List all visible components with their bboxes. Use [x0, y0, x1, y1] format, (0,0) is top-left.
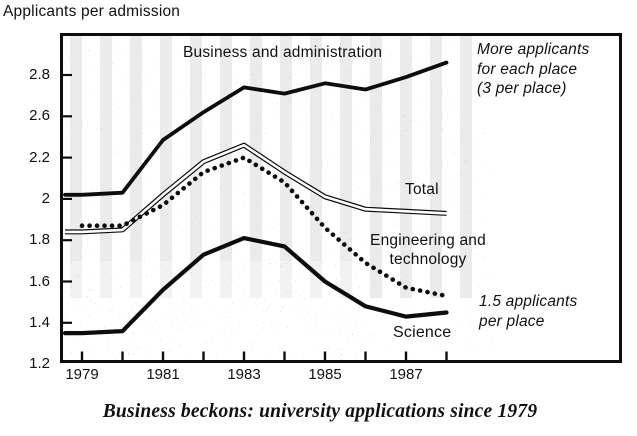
line-total-inner: [65, 143, 447, 234]
x-axis-label: 1985: [308, 366, 342, 383]
foliage-texture: [63, 261, 363, 360]
y-axis-label: 2.6: [29, 107, 50, 125]
y-axis-label: 2: [41, 189, 50, 207]
x-axis-label: 1983: [227, 366, 261, 383]
annotation-more-applicants-line1: More applicants: [477, 41, 590, 58]
series-label-science: Science: [393, 324, 452, 341]
series-label-engineering: Engineering and technology: [348, 231, 508, 269]
annotation-1-5-per-place-line2: per place: [479, 312, 545, 330]
line-business-and-administration: [63, 60, 449, 197]
y-axis-label: 1.8: [29, 231, 50, 249]
annotation-more-applicants: More applicants for each place (3 per pl…: [477, 40, 589, 99]
y-axis-label: 2.2: [29, 148, 50, 166]
plot-area: Business and administration Total Engine…: [60, 33, 622, 363]
photo-background-texture: [63, 36, 493, 360]
x-axis-label: 1987: [389, 366, 423, 383]
chart-lines-layer: [63, 60, 449, 360]
caption: Business beckons: university application…: [102, 401, 538, 422]
y-axis-label: 1.4: [29, 313, 50, 331]
line-science: [63, 236, 449, 336]
chart-title: Applicants per admission: [3, 3, 181, 20]
annotation-more-applicants-line2: for each place: [477, 60, 578, 78]
series-label-business: Business and administration: [183, 44, 383, 61]
line-total: [65, 142, 447, 235]
x-axis-label: 1981: [146, 366, 180, 383]
annotation-1-5-per-place: 1.5 applicants per place: [479, 292, 577, 331]
series-label-engineering-line1: Engineering and: [370, 232, 486, 249]
annotation-more-applicants-line3: (3 per place): [477, 80, 567, 97]
y-axis-label: 1.6: [29, 272, 50, 290]
x-axis-label: 1979: [65, 366, 99, 383]
y-axis-label: 2.8: [29, 66, 50, 83]
annotation-1-5-per-place-line1: 1.5 applicants: [479, 293, 578, 310]
y-axis-label: 1.2: [29, 355, 50, 373]
series-label-total: Total: [405, 181, 439, 198]
line-engineering-and-technology: [79, 155, 449, 299]
series-label-engineering-line2: technology: [389, 251, 467, 268]
